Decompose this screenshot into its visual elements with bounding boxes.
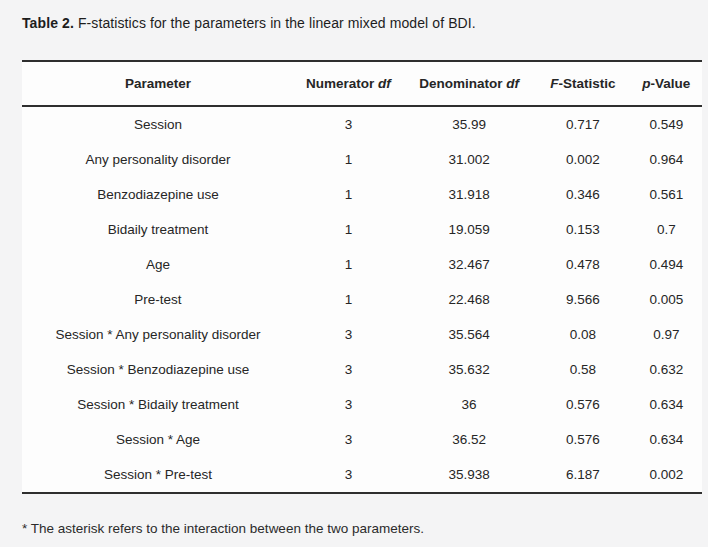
cell-denominator-df: 35.564 [403,317,536,352]
cell-p-value: 0.634 [631,422,702,457]
cell-numerator-df: 1 [294,177,403,212]
cell-numerator-df: 3 [294,387,403,422]
cell-f-statistic: 0.346 [535,177,630,212]
cell-p-value: 0.561 [631,177,702,212]
cell-p-value: 0.97 [631,317,702,352]
cell-denominator-df: 35.99 [403,106,536,142]
table-caption-text: F-statistics for the parameters in the l… [74,15,476,31]
cell-p-value: 0.7 [631,212,702,247]
cell-parameter: Benzodiazepine use [22,177,294,212]
table-header-row: Parameter Numerator df Denominator df F-… [22,61,702,106]
cell-f-statistic: 9.566 [535,282,630,317]
table-row: Session * Benzodiazepine use335.6320.580… [22,352,702,387]
cell-denominator-df: 36 [403,387,536,422]
cell-p-value: 0.549 [631,106,702,142]
cell-parameter: Session * Benzodiazepine use [22,352,294,387]
table-footnote: * The asterisk refers to the interaction… [22,520,702,537]
cell-numerator-df: 1 [294,212,403,247]
table-row: Benzodiazepine use131.9180.3460.561 [22,177,702,212]
cell-f-statistic: 0.478 [535,247,630,282]
cell-denominator-df: 22.468 [403,282,536,317]
cell-denominator-df: 32.467 [403,247,536,282]
cell-parameter: Session [22,106,294,142]
cell-f-statistic: 0.153 [535,212,630,247]
cell-p-value: 0.634 [631,387,702,422]
cell-numerator-df: 3 [294,352,403,387]
cell-p-value: 0.005 [631,282,702,317]
cell-parameter: Session * Any personality disorder [22,317,294,352]
table-caption-label: Table 2. [22,15,74,31]
cell-numerator-df: 1 [294,282,403,317]
column-header-p-value: p-Value [631,61,702,106]
cell-denominator-df: 36.52 [403,422,536,457]
cell-numerator-df: 3 [294,317,403,352]
cell-parameter: Pre-test [22,282,294,317]
cell-p-value: 0.494 [631,247,702,282]
table-row: Session * Any personality disorder335.56… [22,317,702,352]
column-header-numerator-df: Numerator df [294,61,403,106]
cell-p-value: 0.002 [631,457,702,493]
table-caption: Table 2. F-statistics for the parameters… [22,0,702,32]
column-header-f-statistic: F-Statistic [535,61,630,106]
cell-parameter: Bidaily treatment [22,212,294,247]
table-row: Bidaily treatment119.0590.1530.7 [22,212,702,247]
table-row: Pre-test122.4689.5660.005 [22,282,702,317]
cell-numerator-df: 3 [294,106,403,142]
table-row: Any personality disorder131.0020.0020.96… [22,142,702,177]
cell-denominator-df: 35.632 [403,352,536,387]
cell-numerator-df: 3 [294,457,403,493]
cell-f-statistic: 0.08 [535,317,630,352]
table-row: Session * Pre-test335.9386.1870.002 [22,457,702,493]
column-header-parameter: Parameter [22,61,294,106]
cell-f-statistic: 0.576 [535,422,630,457]
cell-numerator-df: 1 [294,247,403,282]
page: Table 2. F-statistics for the parameters… [0,0,708,547]
table-row: Session * Bidaily treatment3360.5760.634 [22,387,702,422]
table-container: Parameter Numerator df Denominator df F-… [22,60,702,494]
table-row: Age132.4670.4780.494 [22,247,702,282]
cell-denominator-df: 35.938 [403,457,536,493]
cell-denominator-df: 19.059 [403,212,536,247]
column-header-denominator-df: Denominator df [403,61,536,106]
table-row: Session335.990.7170.549 [22,106,702,142]
cell-numerator-df: 3 [294,422,403,457]
cell-denominator-df: 31.002 [403,142,536,177]
cell-f-statistic: 0.58 [535,352,630,387]
cell-parameter: Session * Age [22,422,294,457]
cell-f-statistic: 6.187 [535,457,630,493]
cell-parameter: Age [22,247,294,282]
cell-f-statistic: 0.717 [535,106,630,142]
cell-parameter: Any personality disorder [22,142,294,177]
cell-parameter: Session * Pre-test [22,457,294,493]
table-row: Session * Age336.520.5760.634 [22,422,702,457]
table-body: Session335.990.7170.549Any personality d… [22,106,702,493]
cell-denominator-df: 31.918 [403,177,536,212]
cell-parameter: Session * Bidaily treatment [22,387,294,422]
cell-f-statistic: 0.002 [535,142,630,177]
cell-p-value: 0.964 [631,142,702,177]
f-statistics-table: Parameter Numerator df Denominator df F-… [22,60,702,494]
cell-p-value: 0.632 [631,352,702,387]
cell-numerator-df: 1 [294,142,403,177]
cell-f-statistic: 0.576 [535,387,630,422]
